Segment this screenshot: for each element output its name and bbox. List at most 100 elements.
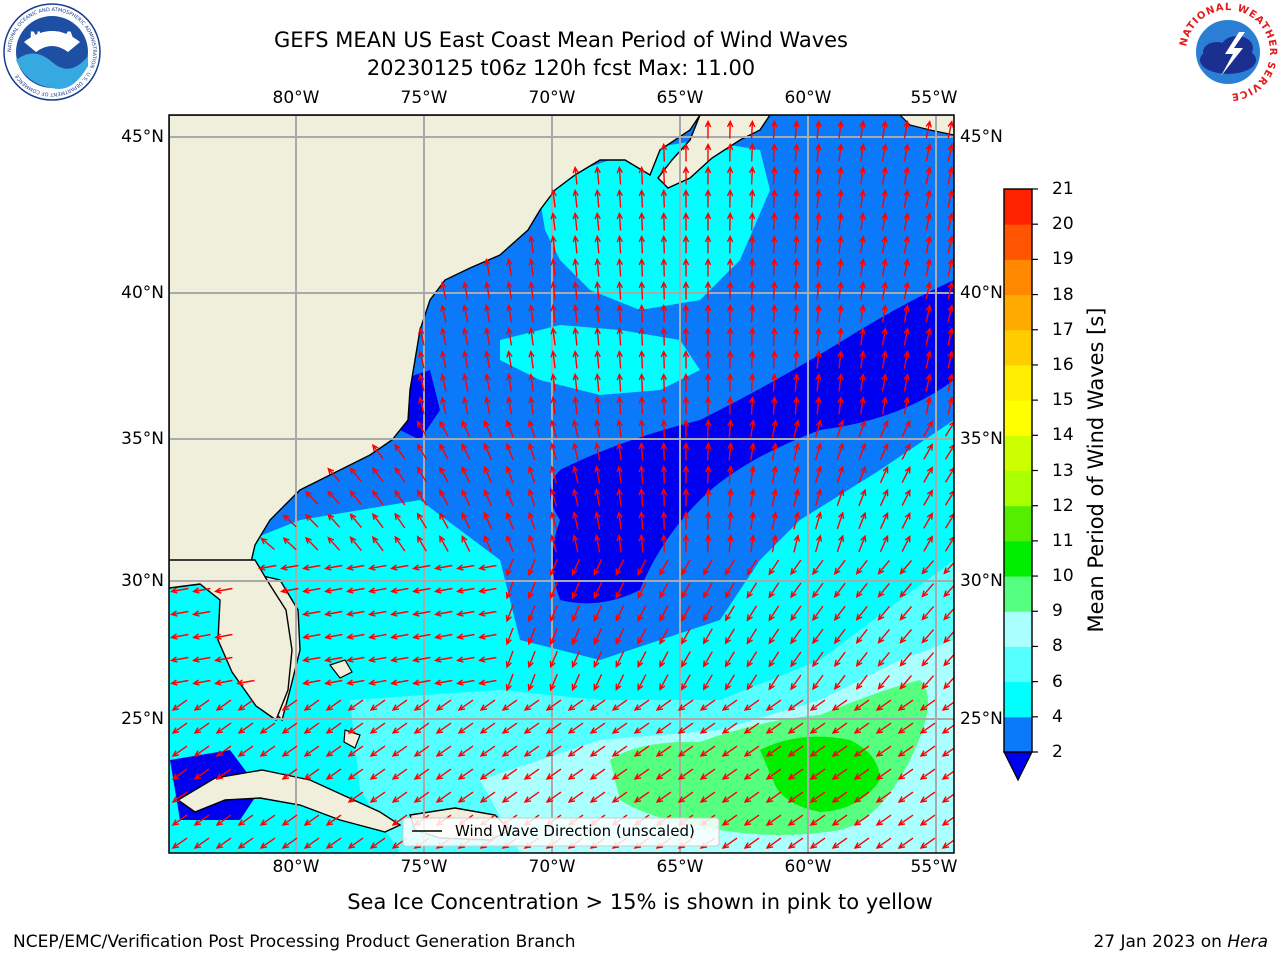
wave-direction-arrow	[921, 606, 935, 621]
wave-direction-arrow	[809, 722, 826, 734]
wave-direction-arrow	[836, 419, 845, 438]
wave-direction-arrow	[594, 372, 601, 392]
wave-direction-arrow	[505, 442, 514, 461]
wave-direction-arrow	[925, 281, 932, 300]
wave-direction-arrow	[411, 656, 431, 663]
wave-direction-arrow	[633, 745, 650, 757]
wave-direction-arrow	[770, 142, 778, 162]
wave-direction-arrow	[836, 511, 845, 530]
wave-direction-arrow	[721, 699, 738, 711]
wave-direction-arrow	[550, 373, 557, 392]
wave-direction-arrow	[699, 745, 716, 757]
wave-direction-arrow	[677, 722, 694, 734]
wave-direction-arrow	[853, 791, 870, 803]
wave-direction-arrow	[394, 443, 406, 460]
wave-direction-arrow	[947, 350, 954, 369]
wave-direction-arrow	[391, 791, 408, 803]
wave-direction-arrow	[506, 350, 513, 369]
wave-direction-arrow	[771, 488, 778, 507]
lat-tick-right-40n: 40°N	[960, 283, 1003, 303]
wave-direction-arrow	[859, 211, 866, 231]
wave-direction-arrow	[814, 465, 823, 484]
wave-direction-arrow	[770, 211, 778, 231]
wave-direction-arrow	[859, 326, 866, 346]
wave-direction-arrow	[435, 768, 452, 780]
wave-direction-arrow	[768, 628, 780, 645]
wave-direction-arrow	[281, 699, 298, 711]
wave-direction-arrow	[815, 119, 822, 139]
wave-direction-arrow	[282, 514, 297, 528]
wave-direction-arrow	[545, 768, 562, 780]
wave-direction-arrow	[327, 467, 341, 482]
wave-direction-arrow	[528, 303, 535, 323]
wave-direction-arrow	[947, 396, 954, 415]
wave-direction-arrow	[655, 768, 672, 780]
wave-direction-arrow	[371, 489, 384, 506]
wave-direction-arrow	[193, 837, 210, 849]
colorbar-tick-label: 2	[1052, 742, 1063, 762]
colorbar-tick-label: 9	[1052, 601, 1063, 622]
wave-direction-arrow	[637, 674, 647, 692]
wave-direction-arrow	[815, 211, 822, 231]
wave-direction-arrow	[638, 395, 646, 415]
wave-direction-arrow	[411, 564, 431, 571]
wave-direction-arrow	[831, 837, 848, 849]
wave-direction-arrow	[455, 656, 475, 663]
wave-direction-arrow	[947, 189, 954, 208]
wave-direction-arrow	[875, 837, 892, 849]
wave-direction-arrow	[853, 837, 870, 849]
wave-direction-arrow	[594, 464, 601, 484]
wave-direction-arrow	[411, 610, 431, 617]
wave-direction-arrow	[702, 582, 713, 599]
wave-direction-arrow	[727, 418, 734, 438]
wave-direction-arrow	[677, 768, 694, 780]
wave-direction-arrow	[903, 188, 910, 208]
wind-wave-direction-arrows	[169, 119, 954, 849]
wave-direction-arrow	[855, 559, 868, 575]
wave-direction-arrow	[550, 235, 557, 254]
wave-direction-arrow	[659, 605, 669, 622]
wave-direction-arrow	[325, 837, 342, 849]
wave-direction-arrow	[682, 303, 690, 323]
wave-direction-arrow	[748, 395, 756, 415]
wave-direction-arrow	[572, 257, 579, 277]
wave-direction-arrow	[919, 837, 936, 849]
lat-tick-left-40n: 40°N	[121, 283, 164, 303]
wave-direction-arrow	[549, 673, 558, 692]
lon-tick-top-80w: 80°W	[272, 88, 320, 108]
wave-direction-arrow	[877, 559, 890, 575]
wave-direction-arrow	[790, 559, 802, 576]
wave-direction-arrow	[638, 326, 646, 346]
wave-direction-arrow	[367, 564, 387, 571]
wave-direction-arrow	[191, 633, 211, 640]
wave-direction-arrow	[765, 699, 782, 711]
wave-direction-arrow	[655, 745, 672, 757]
wave-direction-arrow	[413, 699, 430, 711]
wave-direction-arrow	[682, 510, 690, 530]
wave-direction-arrow	[304, 536, 319, 551]
wave-direction-arrow	[616, 165, 624, 185]
wave-direction-arrow	[748, 188, 756, 208]
wave-direction-arrow	[391, 722, 408, 734]
wave-direction-arrow	[638, 441, 645, 461]
wave-direction-arrow	[941, 701, 954, 711]
wave-direction-arrow	[746, 582, 758, 599]
wave-direction-arrow	[790, 651, 802, 668]
wave-direction-arrow	[855, 674, 868, 690]
wave-direction-arrow	[260, 537, 275, 551]
wave-direction-arrow	[919, 768, 936, 780]
wave-direction-arrow	[323, 587, 343, 594]
colorbar-bin	[1004, 294, 1032, 331]
wave-direction-arrow	[593, 651, 603, 669]
wave-direction-arrow	[793, 165, 800, 185]
wave-direction-arrow	[389, 633, 409, 640]
wave-direction-arrow	[615, 605, 625, 623]
wave-direction-arrow	[770, 372, 778, 392]
wave-direction-arrow	[879, 488, 889, 507]
wave-direction-arrow	[593, 605, 603, 623]
wave-direction-arrow	[567, 745, 584, 757]
wave-direction-arrow	[281, 745, 298, 757]
wave-direction-arrow	[743, 699, 760, 711]
wave-direction-arrow	[527, 442, 536, 461]
wave-direction-arrow	[660, 487, 668, 507]
